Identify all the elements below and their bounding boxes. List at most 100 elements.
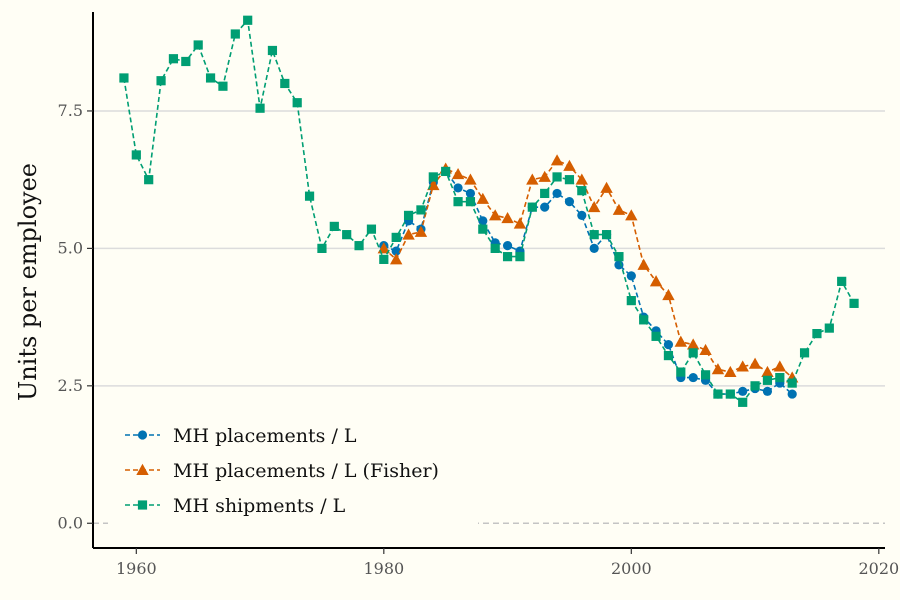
data-point [699,343,712,356]
data-point [119,73,129,83]
data-point [538,170,551,182]
data-point [575,173,589,185]
data-point [168,54,179,64]
x-tick-label: 1980 [363,559,404,578]
data-point [502,241,513,251]
data-point [131,150,141,160]
data-point [488,209,502,221]
data-point [205,73,216,83]
data-point [379,254,389,264]
data-point [639,315,649,325]
y-tick-label: 2.5 [58,376,83,395]
series-line-mh-placements-fisher [383,159,793,379]
data-point [329,221,339,231]
series-mh-placements-fisher [377,154,799,383]
legend-label: MH placements / L [173,425,357,447]
data-point [550,154,564,166]
data-point [292,98,302,108]
data-point [441,166,451,177]
x-tick-label: 2020 [858,559,899,578]
data-point [688,372,698,383]
data-point [453,197,463,207]
data-point [748,357,762,369]
data-point [651,331,661,341]
data-point [391,246,401,256]
series-line-mh-shipments [123,18,855,404]
data-point [724,365,737,378]
data-point [478,224,488,234]
data-point [402,228,415,240]
data-point [676,367,686,377]
legend: MH placements / L MH placements / L (Fish… [108,407,478,527]
data-point [713,389,723,399]
data-point [787,378,797,388]
data-point [354,241,364,251]
data-point [775,372,785,383]
data-point [552,172,562,182]
data-point [416,205,426,215]
data-point [700,370,711,380]
legend-marker [137,500,148,510]
data-point [366,224,377,234]
data-point [513,217,527,229]
data-point [403,210,414,221]
data-point [662,288,675,301]
x-tick-label: 2000 [611,559,652,578]
data-point [564,175,575,185]
data-point [540,202,550,212]
legend-background [108,407,478,527]
data-point [738,397,748,407]
series-group [119,15,859,407]
data-point [563,159,576,171]
x-axis-ticks: 1960 1980 2000 2020 [116,548,899,578]
data-point [736,360,749,372]
y-tick-label: 7.5 [58,101,83,120]
legend-marker [136,463,149,475]
data-point [674,335,688,347]
data-point [552,188,562,199]
data-point [589,243,599,253]
data-point [750,381,760,391]
data-point [612,203,626,215]
y-axis-title: Units per employee [14,163,42,401]
data-point [601,230,612,240]
data-point [478,216,488,226]
data-point [465,188,476,199]
y-axis-ticks: 0.0 2.5 5.0 7.5 [58,101,93,532]
data-point [626,296,636,306]
data-point [600,181,613,193]
data-point [465,197,476,207]
legend-marker [137,430,148,440]
legend-label: MH shipments / L [173,495,346,517]
legend-item-mh-shipments: MH shipments / L [125,495,346,517]
gridlines [93,110,885,387]
data-point [428,172,438,182]
legend-item-mh-placements-fisher: MH placements / L (Fisher) [125,460,439,482]
data-point [799,348,810,358]
data-point [625,209,638,221]
data-point [389,253,403,265]
data-point [243,15,253,25]
data-point [738,386,748,396]
data-point [218,81,228,91]
data-point [490,243,500,253]
data-point [773,360,787,372]
data-point [342,230,352,240]
data-point [577,186,587,196]
data-point [686,338,700,350]
data-point [501,211,514,224]
data-point [540,188,550,199]
data-point [564,197,575,207]
data-point [144,175,154,185]
series-line-mh-placements [383,170,793,395]
data-point [414,225,428,237]
series-mh-shipments [119,15,859,407]
legend-label: MH placements / L (Fisher) [173,460,439,482]
legend-item-mh-placements: MH placements / L [125,425,357,447]
data-point [849,298,859,308]
data-point [464,173,477,185]
data-point [824,323,834,333]
data-point [589,230,599,240]
axes [92,12,885,549]
